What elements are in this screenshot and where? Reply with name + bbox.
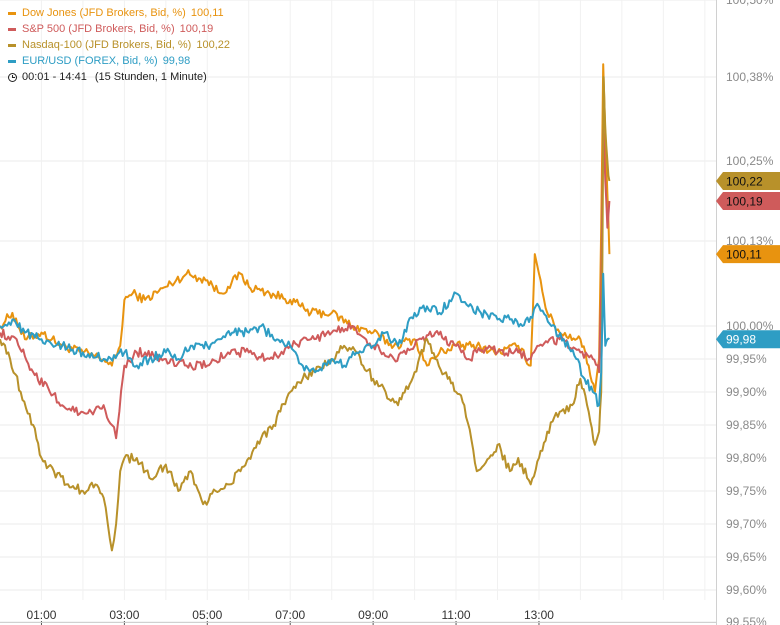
x-tick-label: 11:00	[441, 608, 470, 622]
y-tick-label: 99,70%	[726, 517, 767, 531]
y-tick-label: 99,75%	[726, 484, 767, 498]
legend-label: Nasdaq-100 (JFD Brokers, Bid, %)	[22, 39, 192, 51]
last-value-badge: 100,19	[716, 192, 780, 210]
y-tick-label: 99,80%	[726, 451, 767, 465]
last-value-badge: 99,98	[716, 330, 780, 349]
y-tick-label: 100,13%	[726, 234, 774, 248]
y-tick-label: 100,00%	[726, 319, 774, 333]
clock-icon	[8, 72, 17, 82]
legend-value: 99,98	[162, 55, 191, 67]
badge-label: 100,22	[726, 175, 763, 189]
y-tick-label: 99,85%	[726, 418, 767, 432]
series-line	[0, 127, 611, 440]
x-tick-label: 09:00	[358, 608, 388, 622]
nasdaq-swatch	[8, 43, 16, 47]
time-range-row: 00:01 - 14:41 (15 Stunden, 1 Minute)	[8, 69, 230, 85]
y-tick-label: 99,60%	[726, 583, 767, 597]
last-value-badges: 100,22 100,19 100,11 99,98	[716, 172, 780, 349]
badge-shape	[716, 330, 780, 349]
x-axis: 01:00 03:00 05:00 07:00 09:00 11:00 13:00	[0, 608, 716, 625]
legend-item-dow-jones[interactable]: Dow Jones (JFD Brokers, Bid, %) 100,11	[8, 5, 230, 21]
last-value-badge: 100,11	[716, 245, 780, 264]
badge-shape	[716, 172, 780, 190]
series-lines	[0, 63, 611, 552]
series-line	[0, 272, 610, 408]
y-tick-label: 99,55%	[726, 615, 767, 625]
legend-value: 100,19	[179, 23, 214, 35]
y-tick-label: 99,95%	[726, 352, 767, 366]
legend-label: Dow Jones (JFD Brokers, Bid, %)	[22, 7, 186, 19]
series-line	[0, 76, 611, 552]
x-tick-label: 01:00	[26, 608, 56, 622]
badge-shape	[716, 245, 780, 264]
y-tick-label: 99,65%	[726, 550, 767, 564]
x-tick-label: 05:00	[192, 608, 222, 622]
legend-item-sp500[interactable]: S&P 500 (JFD Brokers, Bid, %) 100,19	[8, 21, 230, 37]
legend-label: S&P 500 (JFD Brokers, Bid, %)	[22, 23, 175, 35]
x-tick-label: 03:00	[109, 608, 139, 622]
legend-item-nasdaq[interactable]: Nasdaq-100 (JFD Brokers, Bid, %) 100,22	[8, 37, 230, 53]
legend-value: 100,11	[190, 7, 224, 19]
y-tick-label: 100,25%	[726, 154, 774, 168]
legend: Dow Jones (JFD Brokers, Bid, %) 100,11 S…	[8, 5, 230, 85]
eurusd-swatch	[8, 59, 16, 63]
last-value-badge: 100,22	[716, 172, 780, 190]
series-line	[0, 63, 611, 393]
legend-value: 100,22	[196, 39, 230, 51]
x-tick-label: 13:00	[524, 608, 554, 622]
time-range: 00:01 - 14:41	[22, 71, 87, 83]
legend-item-eurusd[interactable]: EUR/USD (FOREX, Bid, %) 99,98	[8, 53, 230, 69]
duration: (15 Stunden, 1 Minute)	[94, 71, 207, 83]
y-axis: 100,50% 100,38% 100,25% 100,13% 100,00% 99,95…	[716, 0, 774, 625]
y-tick-label: 100,38%	[726, 70, 774, 84]
y-tick-label: 99,90%	[726, 385, 767, 399]
dow-jones-swatch	[8, 11, 16, 15]
badge-label: 100,11	[726, 248, 762, 262]
badge-shape	[716, 192, 780, 210]
grid	[0, 0, 716, 623]
x-tick-label: 07:00	[275, 608, 305, 622]
legend-label: EUR/USD (FOREX, Bid, %)	[22, 55, 158, 67]
badge-label: 99,98	[726, 333, 756, 347]
sp500-swatch	[8, 27, 16, 31]
badge-label: 100,19	[726, 195, 763, 209]
y-tick-label: 100,50%	[726, 0, 774, 7]
